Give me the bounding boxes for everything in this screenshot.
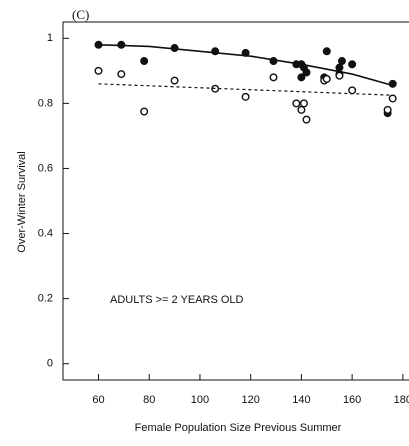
data-point xyxy=(241,92,250,101)
data-point xyxy=(140,107,149,116)
x-tick-label: 60 xyxy=(92,394,104,406)
data-point xyxy=(388,79,397,88)
x-tick-label: 140 xyxy=(292,394,310,406)
x-tick-label: 180 xyxy=(394,394,409,406)
y-tick-label: 0.4 xyxy=(38,227,53,239)
plot-frame xyxy=(62,21,409,381)
data-point xyxy=(335,63,344,72)
x-tick-label: 120 xyxy=(242,394,260,406)
data-point xyxy=(292,99,301,108)
y-tick-label: 0 xyxy=(47,358,53,370)
data-point xyxy=(322,47,331,56)
annotation: ADULTS >= 2 YEARS OLD xyxy=(110,294,244,306)
data-point xyxy=(299,99,308,108)
data-point xyxy=(94,66,103,75)
data-point xyxy=(140,57,149,66)
data-point xyxy=(302,115,311,124)
fit-line xyxy=(98,83,393,96)
data-point xyxy=(269,73,278,82)
data-point xyxy=(170,76,179,85)
x-tick-label: 160 xyxy=(343,394,361,406)
y-axis-label: Over-Winter Survival xyxy=(16,151,28,252)
data-point xyxy=(335,71,344,80)
data-point xyxy=(388,94,397,103)
data-point xyxy=(337,57,346,66)
data-point xyxy=(297,105,306,114)
data-point xyxy=(302,68,311,77)
data-point xyxy=(348,60,357,69)
data-point xyxy=(348,86,357,95)
y-tick-label: 0.6 xyxy=(38,162,53,174)
x-tick-label: 80 xyxy=(143,394,155,406)
x-tick-label: 100 xyxy=(191,394,209,406)
y-tick-label: 0.2 xyxy=(38,293,53,305)
x-axis-label: Female Population Size Previous Summer xyxy=(135,422,342,434)
data-point xyxy=(117,70,126,79)
data-point xyxy=(297,73,306,82)
data-point xyxy=(383,105,392,114)
data-point xyxy=(322,74,331,83)
y-tick-label: 1 xyxy=(47,32,53,44)
y-tick-label: 0.8 xyxy=(38,97,53,109)
fit-line xyxy=(98,43,393,87)
chart-title: (C) xyxy=(72,7,89,22)
